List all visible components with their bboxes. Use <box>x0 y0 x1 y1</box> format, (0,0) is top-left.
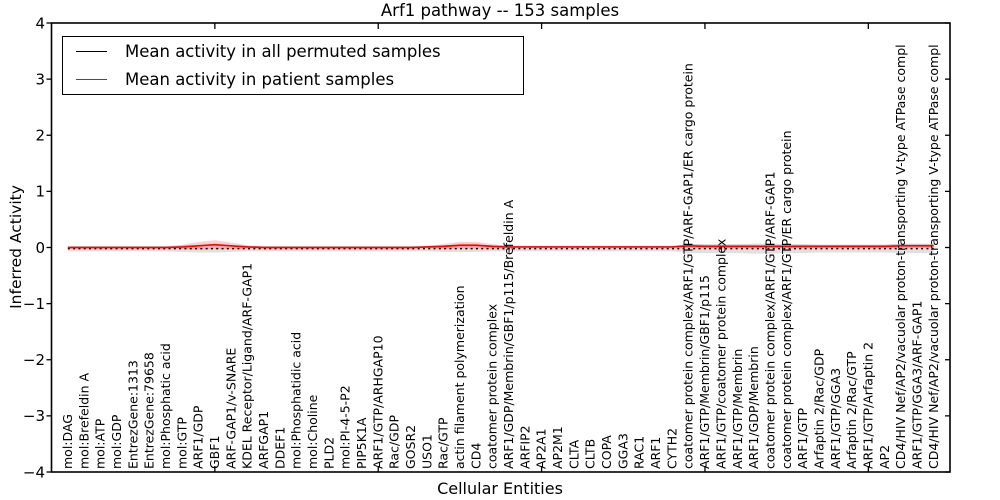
x-tick-label: ARF1/GTP/Arfaptin 2 <box>860 342 875 469</box>
x-tick-label: COPA <box>599 435 614 469</box>
y-tick-label: −1 <box>23 295 45 313</box>
x-tick-label: coatomer protein complex/ARF1/GTP/ARF-GA… <box>681 63 696 469</box>
x-tick-label: mol:DAG <box>60 414 75 469</box>
x-tick-label: ARF1/GTP/Membrin <box>730 349 745 469</box>
y-tick-label: −4 <box>23 463 45 481</box>
x-tick-label: CD4 <box>468 443 483 469</box>
x-tick-label: Arfaptin 2/Rac/GTP <box>844 351 859 469</box>
y-tick-label: −3 <box>23 407 45 425</box>
legend: Mean activity in all permuted samples Me… <box>62 36 524 95</box>
x-tick-label: DDEF1 <box>272 427 287 469</box>
x-tick-label: ARF1/GTP/Membrin/GBF1/p115 <box>697 275 712 469</box>
x-axis-label: Cellular Entities <box>437 479 563 498</box>
x-tick-label: coatomer protein complex/ARF1/GTP/ER car… <box>779 130 794 469</box>
y-tick-label: 3 <box>35 70 45 88</box>
x-tick-label: USO1 <box>419 434 434 469</box>
x-tick-label: mol:GTP <box>174 417 189 469</box>
x-tick-label: ARFIP2 <box>517 425 532 469</box>
x-tick-label: Rac/GDP <box>387 415 402 469</box>
x-tick-label: AP2M1 <box>550 426 565 469</box>
x-tick-label: AP2 <box>877 445 892 469</box>
y-tick-label: 1 <box>35 183 45 201</box>
x-tick-label: ARF1 <box>648 437 663 469</box>
x-tick-label: GBF1 <box>207 436 222 469</box>
legend-label-patient: Mean activity in patient samples <box>125 69 395 89</box>
legend-label-permuted: Mean activity in all permuted samples <box>125 41 441 61</box>
x-tick-label: CLTB <box>583 439 598 469</box>
x-tick-label: ARF1/GTP/coatomer protein complex <box>713 239 728 469</box>
x-tick-label: GOSR2 <box>403 425 418 469</box>
chart-title: Arf1 pathway -- 153 samples <box>380 1 620 20</box>
x-tick-label: CLTA <box>566 439 581 469</box>
x-tick-label: KDEL Receptor/Ligand/ARF-GAP1 <box>240 263 255 469</box>
x-tick-label: ARF1/GTP/GGA3 <box>828 368 843 469</box>
legend-line-sample-permuted <box>76 50 107 52</box>
y-tick-label: 4 <box>35 14 45 32</box>
x-tick-label: CYTH2 <box>664 428 679 469</box>
x-tick-label: mol:Phosphatic acid <box>158 343 173 469</box>
x-tick-label: Rac/GTP <box>436 417 451 469</box>
x-tick-label: mol:PI-4-5-P2 <box>338 385 353 469</box>
x-tick-label: PIP5K1A <box>354 417 369 469</box>
patient-series-line <box>67 243 934 249</box>
x-tick-label: ARF1/GDP/Membrin <box>746 346 761 469</box>
x-tick-label: EntrezGene:1313 <box>125 360 140 469</box>
x-tick-label: ARF1/GTP/ARHGAP10 <box>370 335 385 469</box>
x-tick-label: CD4/HIV Nef/AP2/vacuolar proton-transpor… <box>893 44 908 469</box>
x-tick-label: Arfaptin 2/Rac/GDP <box>811 348 826 469</box>
x-tick-label: ARFGAP1 <box>256 411 271 469</box>
x-tick-label: mol:Brefeldin A <box>76 372 91 469</box>
x-tick-label: ARF1/GDP/Membrin/GBF1/p115/Brefeldin A <box>501 199 516 469</box>
y-tick-label: −2 <box>23 351 45 369</box>
legend-item-permuted: Mean activity in all permuted samples <box>63 37 523 65</box>
x-tick-label: coatomer protein complex/ARF1/GTP/ARF-GA… <box>762 171 777 469</box>
x-tick-label: AP2A1 <box>534 428 549 469</box>
x-tick-label: coatomer protein complex <box>485 304 500 469</box>
y-tick-label: 2 <box>35 127 45 145</box>
x-tick-label: EntrezGene:79658 <box>142 352 157 469</box>
x-tick-label: mol:GDP <box>109 414 124 469</box>
plot-border <box>50 22 951 473</box>
legend-item-patient: Mean activity in patient samples <box>63 65 523 93</box>
x-tick-label: ARF1/GTP <box>795 408 810 469</box>
x-tick-label: ARF1/GTP/GGA3/ARF-GAP1 <box>909 301 924 469</box>
x-tick-label: RAC1 <box>632 436 647 469</box>
x-tick-label: ARF1/GDP <box>191 405 206 469</box>
x-tick-label: mol:Choline <box>305 394 320 469</box>
x-tick-label: CD4/HIV Nef/AP2/vacuolar proton-transpor… <box>926 44 941 469</box>
x-tick-label: PLD2 <box>321 437 336 469</box>
legend-line-sample-patient <box>76 78 107 80</box>
y-axis-label: Inferred Activity <box>7 185 25 309</box>
x-tick-label: actin filament polymerization <box>452 285 467 469</box>
x-tick-label: ARF-GAP1/v-SNARE <box>223 348 238 469</box>
x-tick-label: mol:ATP <box>93 418 108 469</box>
y-tick-label: 0 <box>35 239 45 257</box>
x-tick-label: mol:Phosphatidic acid <box>289 332 304 469</box>
x-tick-label: GGA3 <box>615 433 630 469</box>
